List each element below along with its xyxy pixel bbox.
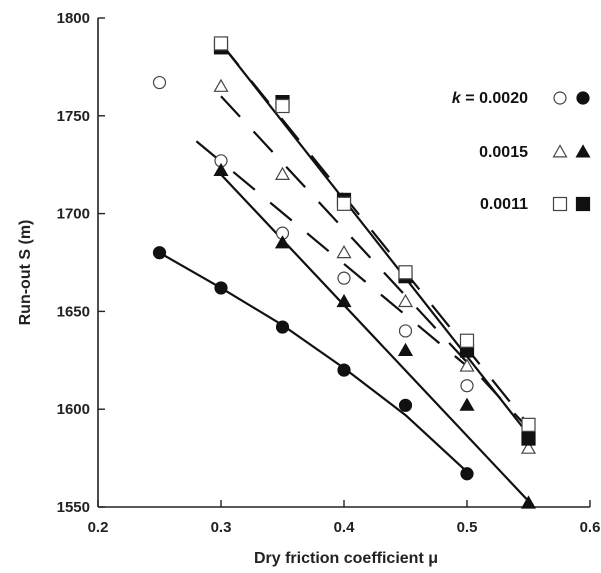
y-tick-label: 1650 — [57, 303, 90, 320]
y-tick-label: 1750 — [57, 108, 90, 125]
data-points — [152, 36, 537, 509]
x-tick-label: 0.3 — [211, 519, 232, 536]
fit-line-k00015-open — [220, 95, 530, 430]
axes: 0.2 0.3 0.4 0.5 0.6 1550 1600 1650 1700 1750 1800 — [57, 10, 601, 536]
legend-markers — [552, 91, 591, 212]
x-axis-ticks: 0.2 0.3 0.4 0.5 0.6 — [88, 500, 601, 536]
data-point-circle-filled-k00020 — [398, 398, 413, 412]
legend-k0020-value: = 0.0020 — [461, 90, 528, 107]
data-point-square-open-k00011 — [459, 333, 475, 348]
data-point-circle-open-k00020 — [460, 379, 474, 393]
data-point-square-open-k00011 — [275, 98, 290, 114]
fit-line-k00011-filled — [220, 42, 530, 436]
legend-marker-open-square — [552, 196, 568, 212]
fit-line-k00015-filled — [220, 173, 530, 502]
fit-line-k00011-open — [220, 42, 530, 426]
x-tick-label: 0.2 — [88, 519, 109, 536]
fit-lines — [158, 42, 530, 502]
x-tick-label: 0.6 — [580, 519, 601, 536]
data-point-circle-filled-k00020 — [152, 246, 167, 260]
x-axis-title: Dry friction coefficient μ — [254, 550, 438, 567]
data-point-triangle-open-k00015 — [397, 293, 414, 308]
data-point-circle-open-k00020 — [152, 75, 167, 90]
x-tick-label: 0.4 — [334, 519, 356, 536]
legend-label-k0020: k = 0.0020 — [452, 90, 528, 107]
data-point-circle-open-k00020 — [398, 324, 413, 338]
legend: k = 0.0020 0.0015 0.0011 — [452, 90, 591, 213]
legend-marker-filled-circle — [576, 91, 590, 105]
data-point-square-open-k00011 — [336, 196, 352, 211]
data-point-circle-open-k00020 — [337, 271, 351, 285]
data-point-circle-filled-k00020 — [460, 467, 474, 481]
data-point-triangle-open-k00015 — [336, 245, 352, 259]
data-point-square-open-k00011 — [521, 417, 536, 432]
y-axis-title: Run-out S (m) — [17, 220, 34, 326]
data-point-square-filled-k00011 — [521, 431, 536, 446]
y-tick-label: 1550 — [57, 499, 90, 516]
fit-line-k00020-open — [195, 140, 468, 368]
data-point-square-open-k00011 — [213, 36, 229, 51]
y-tick-label: 1800 — [57, 10, 90, 27]
data-point-circle-filled-k00020 — [214, 281, 228, 295]
x-tick-label: 0.5 — [457, 519, 478, 536]
fit-line-k00020-filled — [158, 251, 468, 473]
data-point-circle-filled-k00020 — [337, 363, 351, 377]
data-point-triangle-open-k00015 — [459, 358, 475, 372]
legend-k-symbol: k — [452, 90, 462, 107]
data-point-triangle-open-k00015 — [213, 78, 229, 92]
legend-marker-open-circle — [553, 91, 567, 105]
legend-marker-filled-square — [575, 196, 591, 212]
x-axis-title-text: Dry friction coefficient μ — [254, 550, 438, 567]
data-point-triangle-filled-k00015 — [520, 495, 537, 509]
legend-marker-open-triangle — [552, 144, 568, 158]
data-point-triangle-open-k00015 — [274, 166, 291, 180]
data-point-triangle-filled-k00015 — [274, 235, 291, 249]
data-point-circle-filled-k00020 — [275, 320, 290, 334]
legend-marker-filled-triangle — [575, 144, 591, 158]
y-tick-label: 1700 — [57, 206, 90, 223]
data-point-triangle-filled-k00015 — [336, 293, 352, 308]
data-point-triangle-open-k00015 — [520, 440, 537, 454]
legend-label-k0015: 0.0015 — [479, 144, 528, 161]
data-point-triangle-filled-k00015 — [397, 342, 414, 356]
data-point-square-open-k00011 — [398, 265, 413, 280]
legend-label-k0011: 0.0011 — [480, 196, 528, 213]
y-axis-title-text: Run-out S (m) — [17, 220, 34, 326]
data-point-triangle-filled-k00015 — [459, 397, 475, 411]
y-axis-ticks: 1550 1600 1650 1700 1750 1800 — [57, 10, 105, 516]
y-tick-label: 1600 — [57, 401, 90, 418]
data-point-triangle-filled-k00015 — [213, 162, 229, 177]
